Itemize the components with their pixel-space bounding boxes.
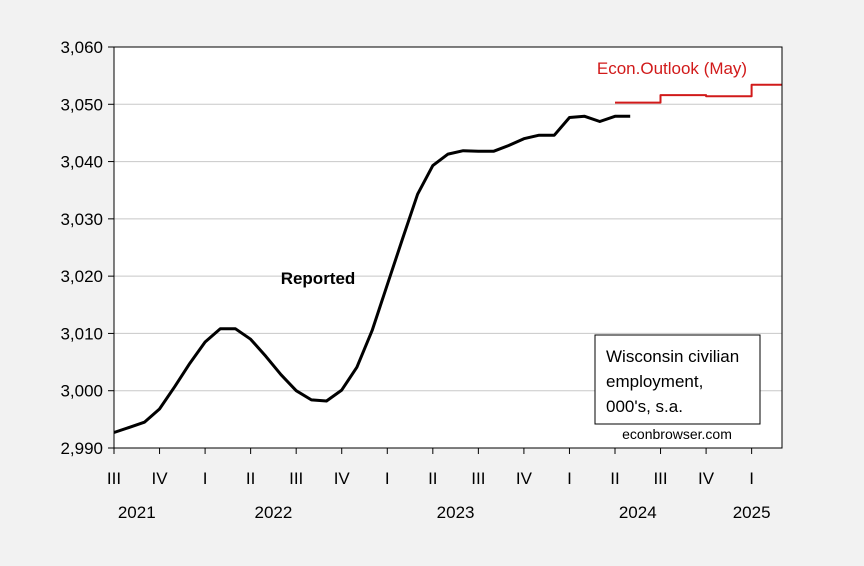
x-year-label: 2025 (733, 503, 771, 522)
y-tick-label: 3,010 (60, 324, 103, 343)
x-quarter-label: II (428, 469, 437, 488)
x-year-label: 2024 (619, 503, 657, 522)
y-tick-label: 3,030 (60, 210, 103, 229)
y-tick-label: 3,000 (60, 382, 103, 401)
x-quarter-label: I (385, 469, 390, 488)
description-box-frame (594, 334, 761, 425)
reported-series-line (113, 114, 631, 434)
y-tick-label: 3,040 (60, 153, 103, 172)
x-quarter-label: I (203, 469, 208, 488)
x-quarter-label: III (289, 469, 303, 488)
x-year-label: 2022 (254, 503, 292, 522)
forecast-annotation: Econ.Outlook (May) (597, 59, 747, 78)
x-year-label: 2021 (118, 503, 156, 522)
x-quarter-label: IV (698, 469, 715, 488)
x-quarter-label: I (567, 469, 572, 488)
x-quarter-label: IV (516, 469, 533, 488)
x-year-label: 2023 (437, 503, 475, 522)
x-quarter-label: IV (152, 469, 169, 488)
description-line-3: 000's, s.a. (606, 397, 683, 416)
x-quarter-label: III (107, 469, 121, 488)
y-tick-label: 3,050 (60, 95, 103, 114)
y-tick-label: 3,020 (60, 267, 103, 286)
plot-frame (113, 46, 783, 449)
description-box: Wisconsin civilian employment, 000's, s.… (594, 334, 761, 425)
description-line-2: employment, (606, 372, 703, 391)
x-quarter-label: II (610, 469, 619, 488)
x-quarter-label: IV (334, 469, 351, 488)
forecast-series-line (615, 83, 782, 104)
source-label: econbrowser.com (622, 426, 732, 442)
description-line-1: Wisconsin civilian (606, 347, 739, 366)
series-lines (113, 83, 782, 434)
y-axis: 3,060 3,050 3,040 3,030 3,020 3,010 3,000 2,990 (60, 38, 114, 458)
reported-annotation: Reported (281, 269, 356, 288)
x-quarter-label: II (246, 469, 255, 488)
x-quarter-label: I (749, 469, 754, 488)
x-quarter-label: III (471, 469, 485, 488)
y-tick-label: 3,060 (60, 38, 103, 57)
y-tick-label: 2,990 (60, 439, 103, 458)
x-quarter-label: III (653, 469, 667, 488)
